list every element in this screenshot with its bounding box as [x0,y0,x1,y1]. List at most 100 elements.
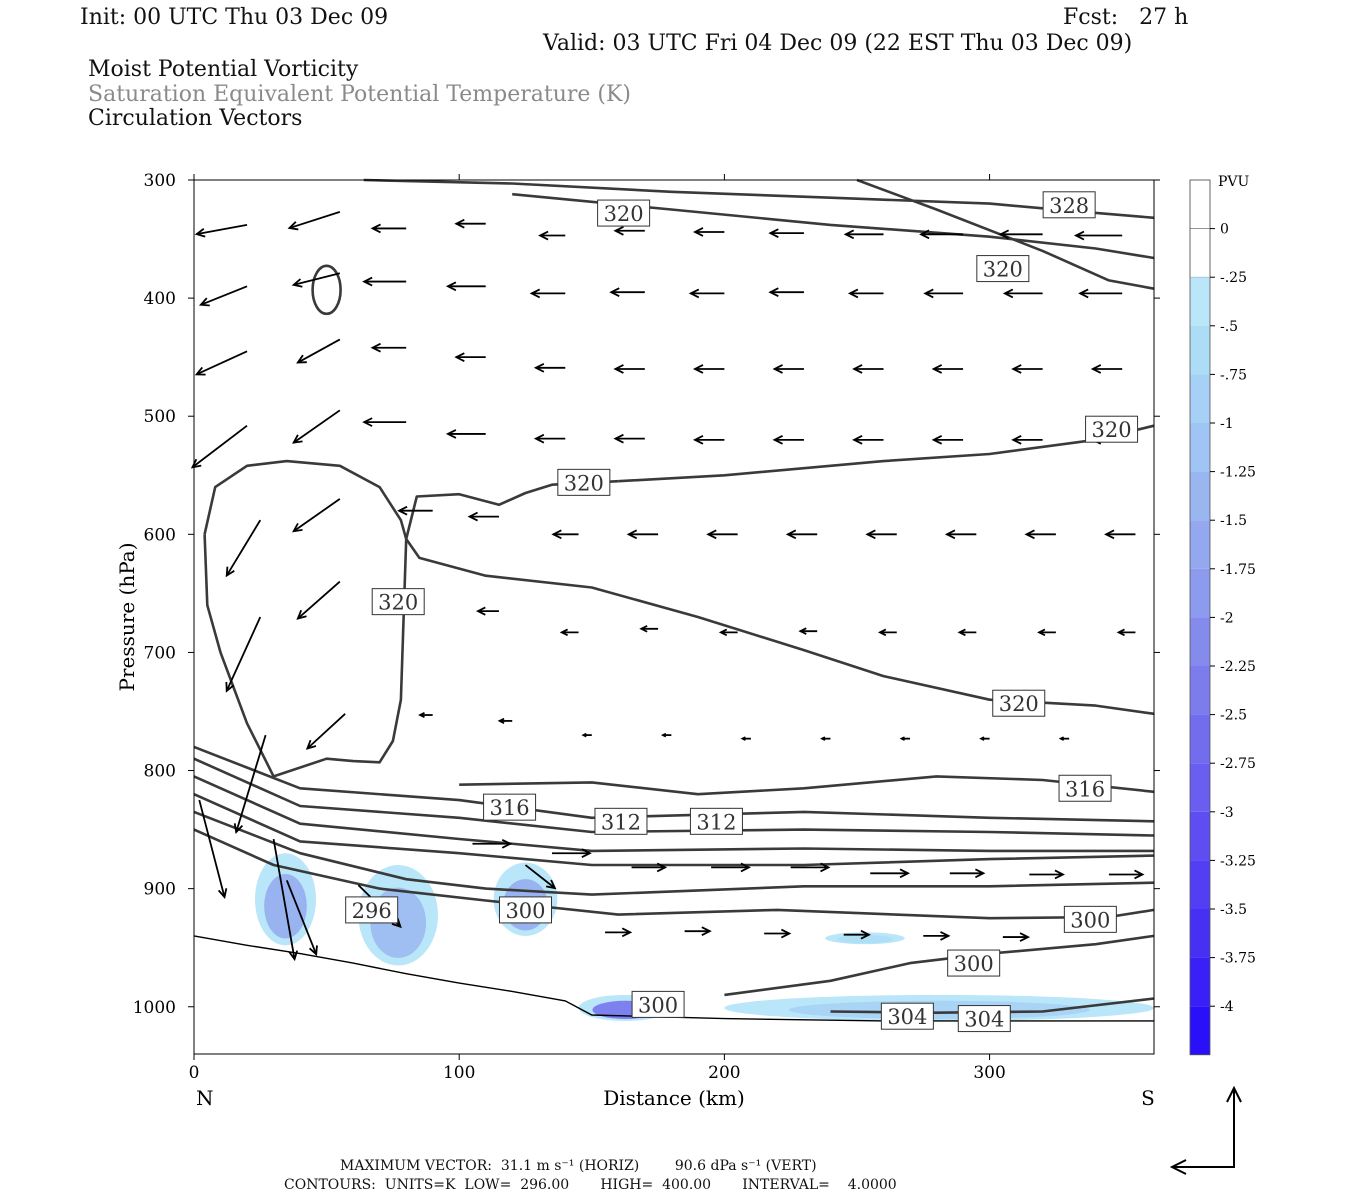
colorbar-label: -2 [1220,610,1234,626]
circulation-vector [1116,628,1136,637]
theta-es-contour [193,810,1155,896]
colorbar-swatch [1190,568,1210,618]
colorbar-label: -1.75 [1220,562,1256,578]
contour-label: 300 [1063,905,1117,933]
colorbar-swatch [1190,374,1210,423]
contour-label: 312 [594,807,648,835]
circulation-vector [613,225,645,236]
contour-label: 312 [689,807,743,835]
circulation-vector [467,511,499,522]
svg-text:312: 312 [696,810,736,834]
circulation-vector [524,864,557,890]
circulation-vector [843,929,871,940]
circulation-vector [998,229,1043,240]
circulation-vector [529,288,566,299]
x-tick-label: 200 [708,1063,740,1083]
circulation-vector [233,734,267,835]
colorbar-swatch [1190,471,1210,521]
circulation-vector [190,424,248,469]
circulation-vector [581,732,592,738]
colorbar-label: -2.5 [1220,708,1247,724]
plot-frame [193,179,1155,1055]
theta-es-closed-contour [311,264,342,316]
circulation-vector [613,364,645,374]
circulation-vector [764,928,792,939]
circulation-vector [639,625,659,633]
theta-es-contour [459,775,1155,796]
circulation-vector [626,529,659,540]
circulation-vector [362,417,407,427]
circulation-vector [660,732,672,738]
circulation-vector [865,529,897,540]
colorbar-label: -.5 [1220,319,1238,335]
terrain-line [193,935,1154,1022]
contour-label: 320 [976,255,1030,283]
colorbar-swatch [1190,277,1210,326]
svg-text:320: 320 [1092,418,1132,442]
circulation-vector [285,880,318,957]
circulation-vector [877,628,897,637]
colorbar-label: -1.5 [1220,513,1247,529]
circulation-vector [1073,230,1123,241]
colorbar-label: -2.75 [1220,756,1256,772]
circulation-vector [852,435,884,445]
circulation-vector [533,362,566,373]
circulation-vector [870,868,911,879]
theta-es-contour [193,828,1155,920]
circulation-vector [296,338,341,364]
max-vector-note: MAXIMUM VECTOR: 31.1 m s⁻¹ (HORIZ) 90.6 … [340,1158,817,1174]
circulation-vector [899,736,911,741]
theta-es-contour [193,757,1155,837]
circulation-vector [772,364,804,374]
colorbar-swatch [1190,666,1210,715]
svg-text:304: 304 [964,1008,1004,1032]
pv-region-core [837,935,893,944]
theta-es-contour [193,745,1155,823]
circulation-vector [609,287,645,298]
south-end-label: S [1141,1086,1155,1110]
contour-label: 300 [498,896,552,924]
circulation-vector [225,519,262,578]
circulation-vector [692,435,725,445]
colorbar-swatch [1190,763,1210,812]
forecast-hour-label: Fcst: 27 h [1063,5,1189,30]
circulation-vector [1108,869,1145,880]
svg-text:320: 320 [604,202,644,226]
colorbar: PVU 0 -.25 -.5 -.75 -1 -1.25 -1.5 -1.75 -2 -2.25 -2… [1189,174,1256,1056]
theta-es-contour [404,479,619,540]
circulation-vector [1029,869,1065,880]
contour-label: 320 [597,199,651,227]
circulation-vector [1011,435,1043,445]
valid-time-label: Valid: 03 UTC Fri 04 Dec 09 (22 EST Thu … [543,31,1133,56]
circulation-vector [785,529,818,540]
theta-es-contour [856,178,1155,290]
colorbar-label: -.75 [1220,367,1247,383]
init-label: Init: 00 UTC Thu 03 Dec 09 [80,5,389,30]
theta-es-contour [405,538,1155,716]
y-tick-label: 600 [144,525,176,545]
vertical-reference-arrowhead [1226,1085,1242,1103]
circulation-vector [768,228,804,238]
circulation-vector [497,717,513,724]
circulation-vector [475,606,499,616]
circulation-vector [847,288,884,299]
contour-label: 320 [371,588,425,616]
colorbar-swatch [1190,423,1210,472]
circulation-vector [291,272,341,288]
colorbar-label: -1 [1220,416,1234,432]
circulation-vector [944,529,977,540]
colorbar-swatch [1189,179,1211,229]
y-tick-label: 500 [144,407,176,427]
circulation-vector [272,838,298,962]
north-end-label: N [196,1086,214,1110]
circulation-vector [194,350,248,376]
circulation-vector [1024,529,1056,540]
circulation-vector [305,713,346,750]
contour-label: 304 [880,1002,934,1030]
circulation-vector [692,227,725,237]
contour-label: 316 [1058,774,1112,802]
circulation-vector [194,223,248,238]
theta-es-contour [203,459,408,540]
circulation-vector [370,342,407,353]
